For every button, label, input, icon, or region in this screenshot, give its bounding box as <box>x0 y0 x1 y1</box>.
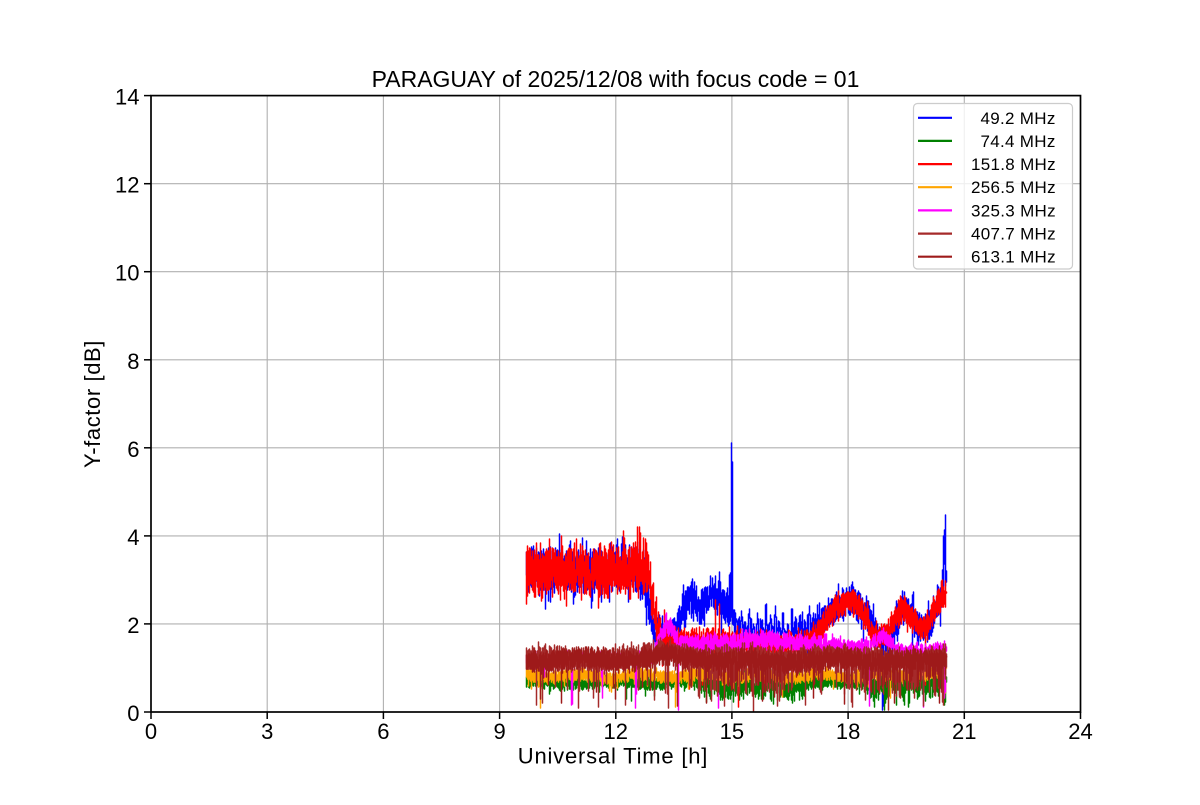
svg-text:613.1 MHz: 613.1 MHz <box>971 248 1056 267</box>
svg-text:6: 6 <box>127 437 139 462</box>
svg-text:Y-factor [dB]: Y-factor [dB] <box>80 340 105 468</box>
svg-text:9: 9 <box>493 719 505 744</box>
svg-text:14: 14 <box>115 85 139 110</box>
svg-text:151.8 MHz: 151.8 MHz <box>971 155 1056 174</box>
svg-text:0: 0 <box>145 719 157 744</box>
svg-text:0: 0 <box>127 701 139 726</box>
svg-text:PARAGUAY of 2025/12/08 with fo: PARAGUAY of 2025/12/08 with focus code =… <box>372 66 860 92</box>
svg-text:Universal Time [h]: Universal Time [h] <box>518 744 708 769</box>
svg-text:2: 2 <box>127 613 139 638</box>
svg-text:18: 18 <box>836 719 860 744</box>
svg-text:407.7 MHz: 407.7 MHz <box>971 225 1056 244</box>
svg-text:74.4 MHz: 74.4 MHz <box>981 132 1056 151</box>
svg-text:12: 12 <box>604 719 628 744</box>
svg-text:3: 3 <box>261 719 273 744</box>
svg-text:24: 24 <box>1068 719 1092 744</box>
svg-text:8: 8 <box>127 349 139 374</box>
svg-text:21: 21 <box>952 719 976 744</box>
svg-text:10: 10 <box>115 261 139 286</box>
svg-text:15: 15 <box>720 719 744 744</box>
svg-text:325.3 MHz: 325.3 MHz <box>971 201 1056 220</box>
svg-text:49.2 MHz: 49.2 MHz <box>981 109 1056 128</box>
svg-text:256.5 MHz: 256.5 MHz <box>971 178 1056 197</box>
svg-text:12: 12 <box>115 173 139 198</box>
svg-text:4: 4 <box>127 525 139 550</box>
svg-text:6: 6 <box>377 719 389 744</box>
